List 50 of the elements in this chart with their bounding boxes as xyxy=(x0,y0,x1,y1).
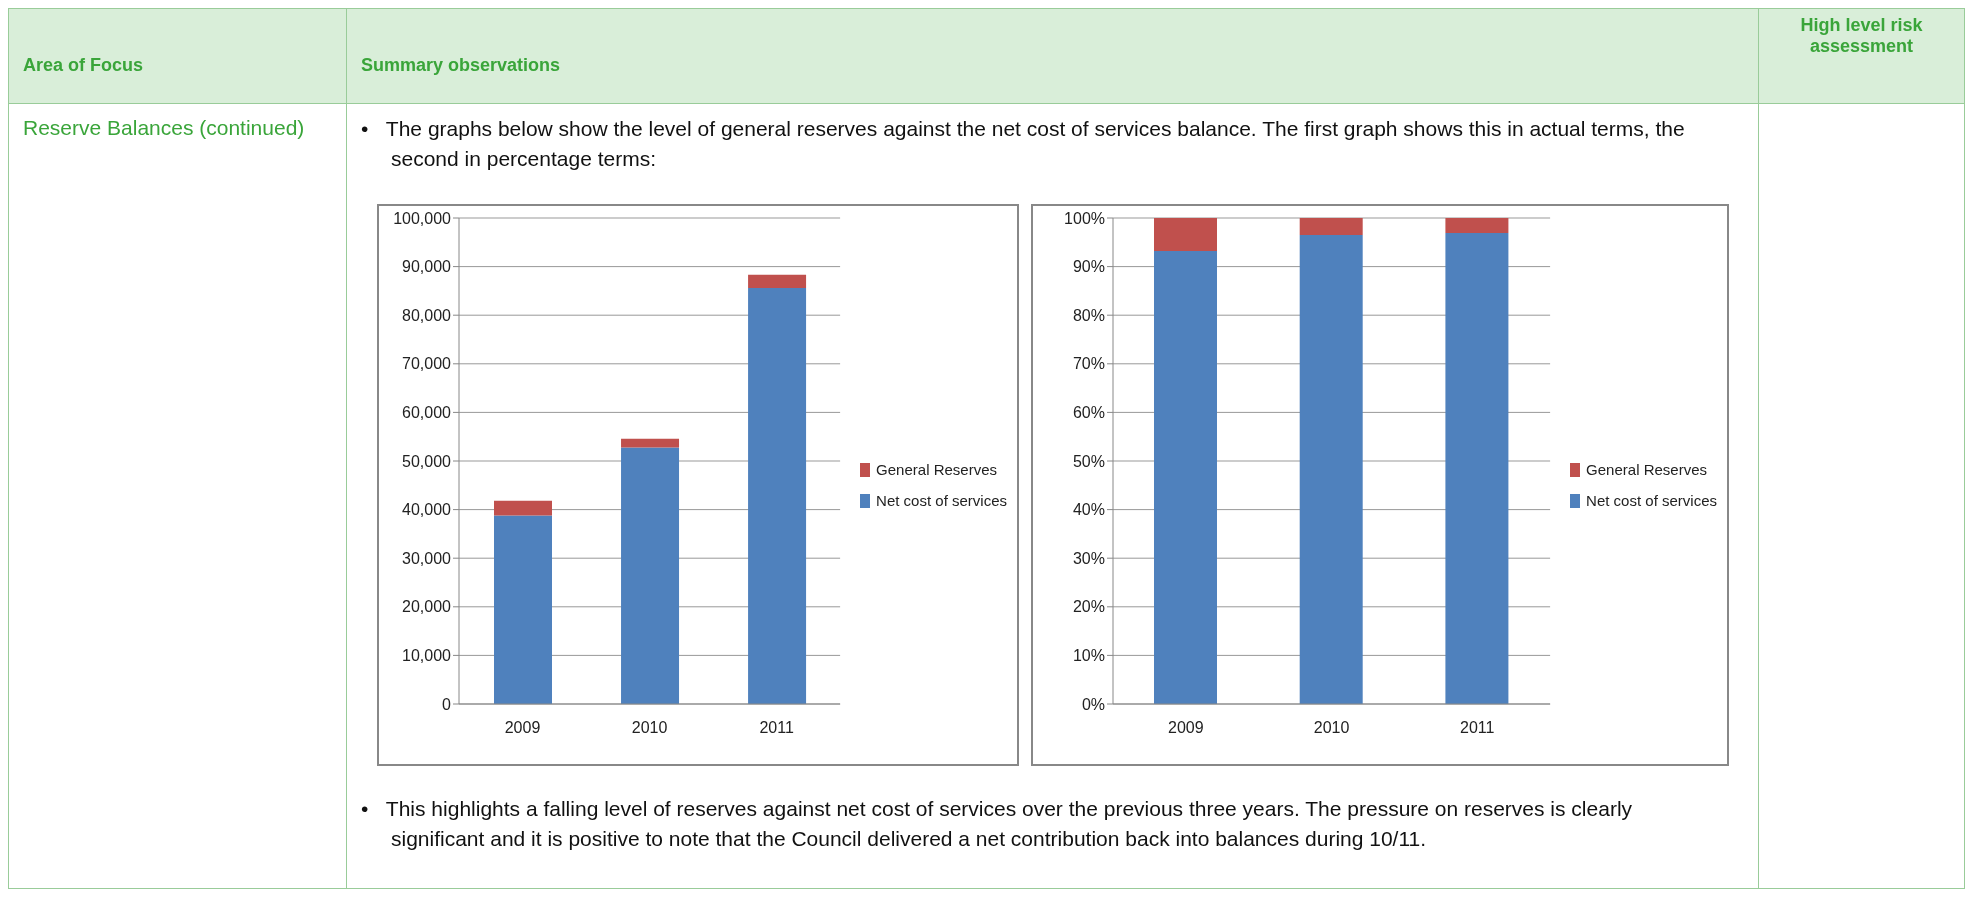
bar xyxy=(1299,235,1363,704)
legend-label: General Reserves xyxy=(1585,461,1708,478)
x-tick-label: 2010 xyxy=(1313,719,1350,737)
bar xyxy=(1154,218,1217,252)
y-tick-label: 40,000 xyxy=(402,501,452,519)
bar xyxy=(748,287,807,704)
x-tick-label: 2011 xyxy=(1460,719,1495,737)
y-tick-label: 20% xyxy=(1072,598,1105,616)
x-tick-label: 2009 xyxy=(504,719,541,737)
y-tick-label: 50% xyxy=(1072,452,1105,470)
y-tick-label: 80% xyxy=(1072,306,1105,324)
y-tick-label: 100% xyxy=(1064,209,1105,227)
text: High level risk assessment xyxy=(1799,14,1924,58)
y-tick-label: 10,000 xyxy=(402,647,452,665)
y-tick-label: 70,000 xyxy=(402,355,452,373)
bar xyxy=(1445,218,1509,234)
bar xyxy=(1299,218,1363,236)
legend-label: Net cost of services xyxy=(1585,492,1717,509)
y-tick-label: 20,000 xyxy=(402,598,452,616)
y-tick-label: 90% xyxy=(1072,258,1105,276)
y-tick-label: 100,000 xyxy=(393,209,452,227)
text: • This highlights a falling level of reserves against net cost of services over the previous three years. The pressure on reserves is clearly significant and it is positive to note that the Council delivered a net contribution back into balances during 10/11. xyxy=(361,796,1634,852)
y-tick-label: 60% xyxy=(1072,404,1105,422)
bar xyxy=(1154,251,1217,704)
y-tick-label: 0 xyxy=(442,695,452,713)
y-tick-label: 90,000 xyxy=(402,258,452,276)
text: Summary observations xyxy=(347,9,1759,103)
y-tick-label: 70% xyxy=(1072,355,1105,373)
bar xyxy=(494,515,552,704)
legend-label: General Reserves xyxy=(875,461,998,478)
bar xyxy=(1445,233,1509,704)
x-tick-label: 2010 xyxy=(631,719,668,737)
y-tick-label: 10% xyxy=(1072,647,1105,665)
bar xyxy=(621,447,680,704)
bar xyxy=(494,500,552,516)
y-tick-label: 80,000 xyxy=(402,306,452,324)
y-tick-label: 60,000 xyxy=(402,404,452,422)
x-tick-label: 2011 xyxy=(759,719,794,737)
y-tick-label: 40% xyxy=(1072,501,1105,519)
x-tick-label: 2009 xyxy=(1168,719,1204,737)
y-tick-label: 50,000 xyxy=(402,452,452,470)
text: Reserve Balances (continued) xyxy=(9,104,347,889)
text: • The graphs below show the level of general reserves against the net cost of services balance. The first graph shows this in actual terms, the second in percentage terms: xyxy=(361,116,1686,172)
legend-label: Net cost of services xyxy=(875,492,1007,509)
text: Area of Focus xyxy=(9,9,347,103)
y-tick-label: 30% xyxy=(1072,549,1105,567)
y-tick-label: 0% xyxy=(1081,695,1105,713)
y-tick-label: 30,000 xyxy=(402,549,452,567)
bar xyxy=(621,438,680,448)
bar xyxy=(748,274,807,288)
